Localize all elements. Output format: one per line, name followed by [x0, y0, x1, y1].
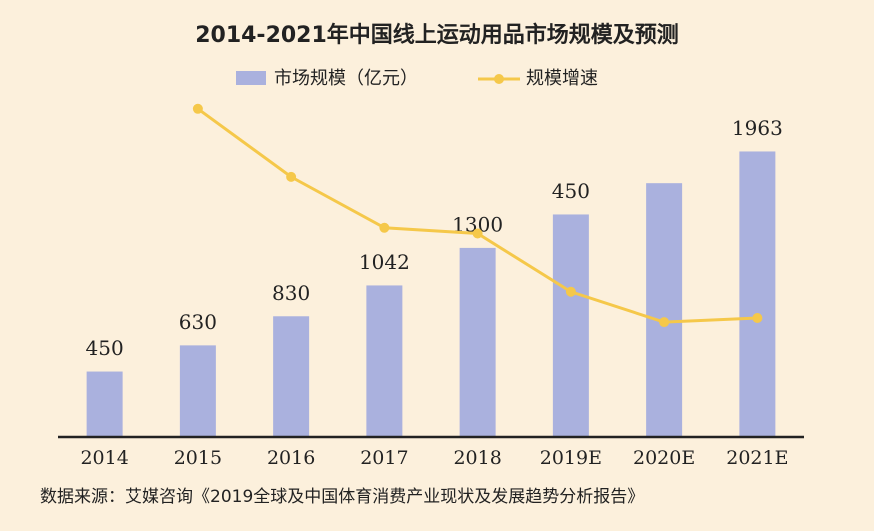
x-tick-label: 2015 [174, 447, 222, 469]
x-tick-label: 2017 [360, 447, 408, 469]
data-label: 450 [86, 336, 124, 360]
legend-swatch [236, 71, 266, 85]
bar [739, 151, 776, 438]
x-tick-label: 2018 [453, 447, 501, 469]
bar [459, 247, 496, 437]
data-label: 630 [179, 310, 217, 334]
line-point [472, 228, 483, 239]
bar [646, 183, 683, 437]
line-point [752, 313, 763, 324]
x-tick-label: 2021E [726, 447, 788, 469]
line-point [659, 317, 670, 328]
source: 数据来源：艾媒咨询《2019全球及中国体育消费产业现状及发展趋势分析报告》 [40, 487, 644, 507]
x-tick-label: 2019E [540, 447, 602, 469]
bar [273, 316, 310, 437]
line-point [379, 222, 390, 233]
x-tick-label: 2014 [80, 447, 128, 469]
x-tick-label: 2020E [633, 447, 695, 469]
bar [366, 285, 403, 437]
line-point [286, 171, 297, 182]
data-label: 1963 [732, 116, 783, 140]
legend-label: 市场规模（亿元） [274, 68, 418, 89]
legend-swatch [494, 74, 504, 84]
bar [179, 345, 216, 437]
line-point [565, 286, 576, 297]
data-label: 1042 [359, 250, 410, 274]
annotation: 450 [552, 179, 590, 203]
chart-title: 2014-2021年中国线上运动用品市场规模及预测 [195, 22, 679, 48]
line-point [192, 103, 203, 114]
bar [552, 214, 589, 437]
data-label: 830 [272, 281, 310, 305]
bar [86, 371, 123, 437]
x-tick-label: 2016 [267, 447, 315, 469]
legend-label: 规模增速 [526, 68, 598, 89]
